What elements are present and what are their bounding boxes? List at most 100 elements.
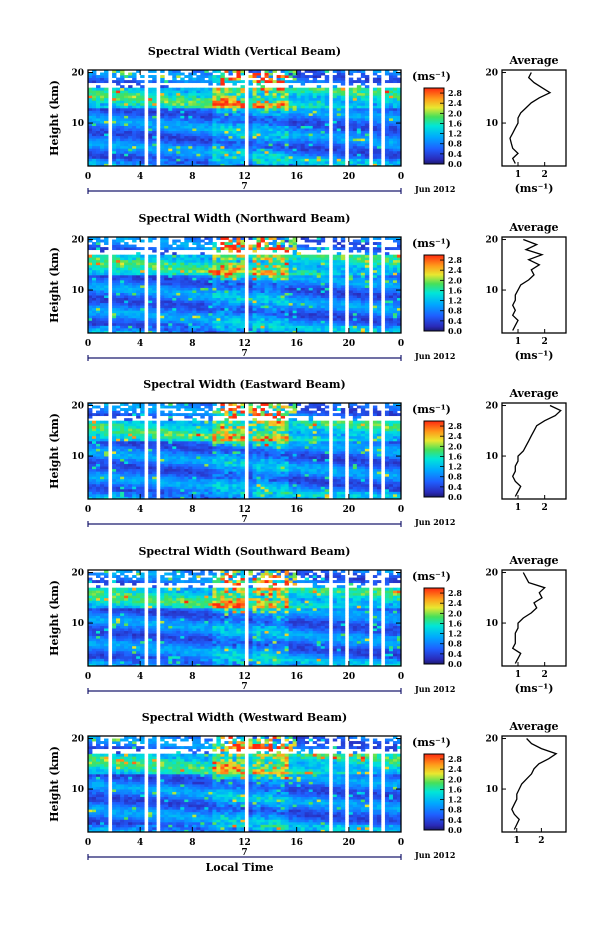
heatmap-cell <box>112 145 117 149</box>
heatmap-cell <box>392 292 398 296</box>
heatmap-cell <box>160 259 165 263</box>
heatmap-cell <box>172 163 177 167</box>
heatmap-cell <box>352 70 358 73</box>
heatmap-cell <box>296 150 302 154</box>
heatmap-cell <box>236 300 241 304</box>
heatmap-cell <box>364 317 370 321</box>
heatmap-cell <box>308 257 314 261</box>
heatmap-cell <box>284 249 290 253</box>
heatmap-cell <box>320 254 326 258</box>
heatmap-cell <box>264 277 269 281</box>
date-day: 7 <box>241 182 247 192</box>
heatmap-cell <box>164 87 169 91</box>
heatmap-cell <box>208 72 213 76</box>
heatmap-cell <box>308 143 314 147</box>
heatmap-cell <box>104 112 109 116</box>
heatmap-cell <box>192 310 197 314</box>
heatmap-cell <box>316 262 322 266</box>
heatmap-cell <box>172 100 177 104</box>
heatmap-cell <box>248 312 253 316</box>
heatmap-cell <box>184 307 189 311</box>
heatmap-cell <box>240 160 245 164</box>
heatmap-cell <box>180 297 185 301</box>
heatmap-cell <box>124 163 129 167</box>
heatmap-cell <box>136 143 141 147</box>
heatmap-cell <box>356 302 362 306</box>
heatmap-cell <box>300 80 306 84</box>
heatmap-cell <box>396 100 402 104</box>
heatmap-cell <box>184 110 189 114</box>
heatmap-cell <box>372 128 378 132</box>
heatmap-cell <box>356 254 362 258</box>
heatmap-cell <box>264 247 269 251</box>
heatmap-cell <box>96 279 101 283</box>
heatmap-cell <box>160 148 165 152</box>
heatmap-cell <box>216 320 221 324</box>
heatmap-cell <box>116 295 121 299</box>
heatmap-cell <box>96 110 101 114</box>
heatmap-cell <box>228 105 233 109</box>
heatmap-cell <box>204 163 209 167</box>
heatmap-cell <box>172 242 177 245</box>
heatmap-cell <box>360 72 366 76</box>
heatmap-cell <box>208 330 213 334</box>
heatmap-cell <box>264 272 269 276</box>
heatmap-cell <box>236 282 241 286</box>
heatmap-cell <box>116 150 121 154</box>
heatmap-cell <box>392 115 398 119</box>
heatmap-cell <box>392 105 398 109</box>
heatmap-cell <box>120 292 125 296</box>
heatmap-cell <box>340 272 346 276</box>
heatmap-cell <box>396 325 402 329</box>
heatmap-cell <box>172 290 177 293</box>
heatmap-cell <box>196 287 201 291</box>
heatmap-cell <box>120 77 125 81</box>
heatmap-cell <box>200 80 205 84</box>
heatmap-cell <box>176 330 181 334</box>
heatmap-cell <box>184 120 189 124</box>
heatmap-cell <box>164 242 169 245</box>
heatmap-cell <box>176 302 181 306</box>
heatmap-cell <box>388 140 394 144</box>
heatmap-cell <box>372 310 378 314</box>
heatmap-cell <box>292 125 298 129</box>
heatmap-cell <box>324 277 330 281</box>
heatmap-cell <box>96 302 101 306</box>
heatmap-cell <box>268 262 273 266</box>
heatmap-cell <box>384 274 390 278</box>
heatmap-cell <box>180 325 185 329</box>
heatmap-cell <box>340 118 346 121</box>
heatmap-cell <box>292 290 298 293</box>
heatmap-cell <box>168 320 173 324</box>
heatmap-cell <box>100 310 105 314</box>
heatmap-cell <box>332 285 338 288</box>
heatmap-cell <box>124 110 129 114</box>
heatmap-cell <box>128 158 133 162</box>
heatmap-cell <box>120 287 125 291</box>
heatmap-cell <box>288 315 294 319</box>
heatmap-cell <box>268 269 273 273</box>
heatmap-cell <box>304 327 310 331</box>
heatmap-cell <box>384 100 390 104</box>
heatmap-cell <box>264 123 269 126</box>
heatmap-cell <box>372 112 378 116</box>
heatmap-cell <box>204 92 209 96</box>
heatmap-cell <box>200 163 205 167</box>
heatmap-cell <box>212 312 217 316</box>
heatmap-cell <box>260 259 265 263</box>
heatmap-cell <box>340 259 346 263</box>
heatmap-cell <box>132 285 137 288</box>
heatmap-cell <box>376 75 382 78</box>
heatmap-cell <box>236 155 241 159</box>
heatmap-cell <box>132 118 137 121</box>
heatmap-cell <box>212 112 217 116</box>
heatmap-cell <box>160 160 165 164</box>
heatmap-cell <box>224 155 229 159</box>
heatmap-cell <box>208 320 213 324</box>
heatmap-cell <box>100 115 105 119</box>
heatmap-cell <box>280 295 286 299</box>
heatmap-cell <box>192 135 197 139</box>
heatmap-cell <box>308 287 314 291</box>
heatmap-cell <box>96 155 101 159</box>
heatmap-cell <box>260 158 265 162</box>
